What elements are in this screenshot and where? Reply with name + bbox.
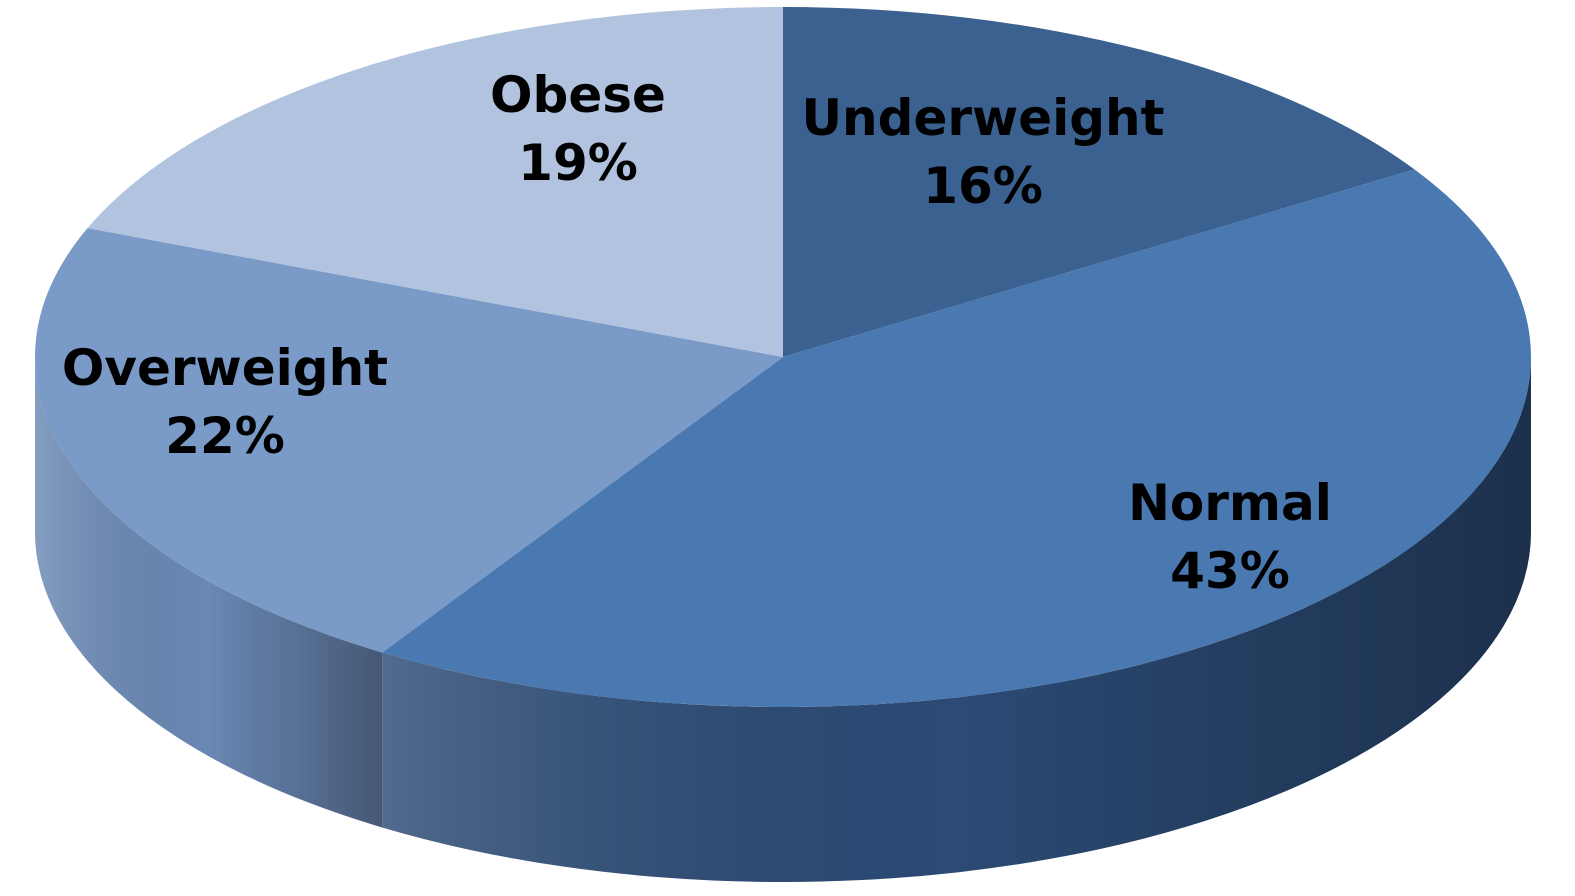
slice-label-obese: Obese — [490, 66, 666, 124]
slice-value-overweight: 22% — [165, 407, 285, 465]
pie-slice-underweight — [783, 7, 1415, 357]
slice-value-normal: 43% — [1170, 542, 1290, 600]
slice-label-underweight: Underweight — [801, 89, 1164, 147]
pie-slice-overweight — [35, 228, 783, 653]
pie-label-layer: Underweight 16% Normal 43% Overweight 22% Obes… — [62, 66, 1332, 600]
pie-slice-normal — [382, 169, 1531, 707]
slice-value-obese: 19% — [518, 134, 638, 192]
slice-label-normal: Normal — [1128, 474, 1332, 532]
pie-side-shade-overweight — [35, 357, 383, 828]
slice-label-overweight: Overweight — [62, 339, 388, 397]
pie-side-layer — [35, 357, 1532, 882]
slice-value-underweight: 16% — [923, 157, 1043, 215]
pie-side-shade-normal — [382, 357, 1532, 882]
pie-top-layer — [35, 7, 1531, 707]
pie-slice-obese — [87, 7, 783, 357]
